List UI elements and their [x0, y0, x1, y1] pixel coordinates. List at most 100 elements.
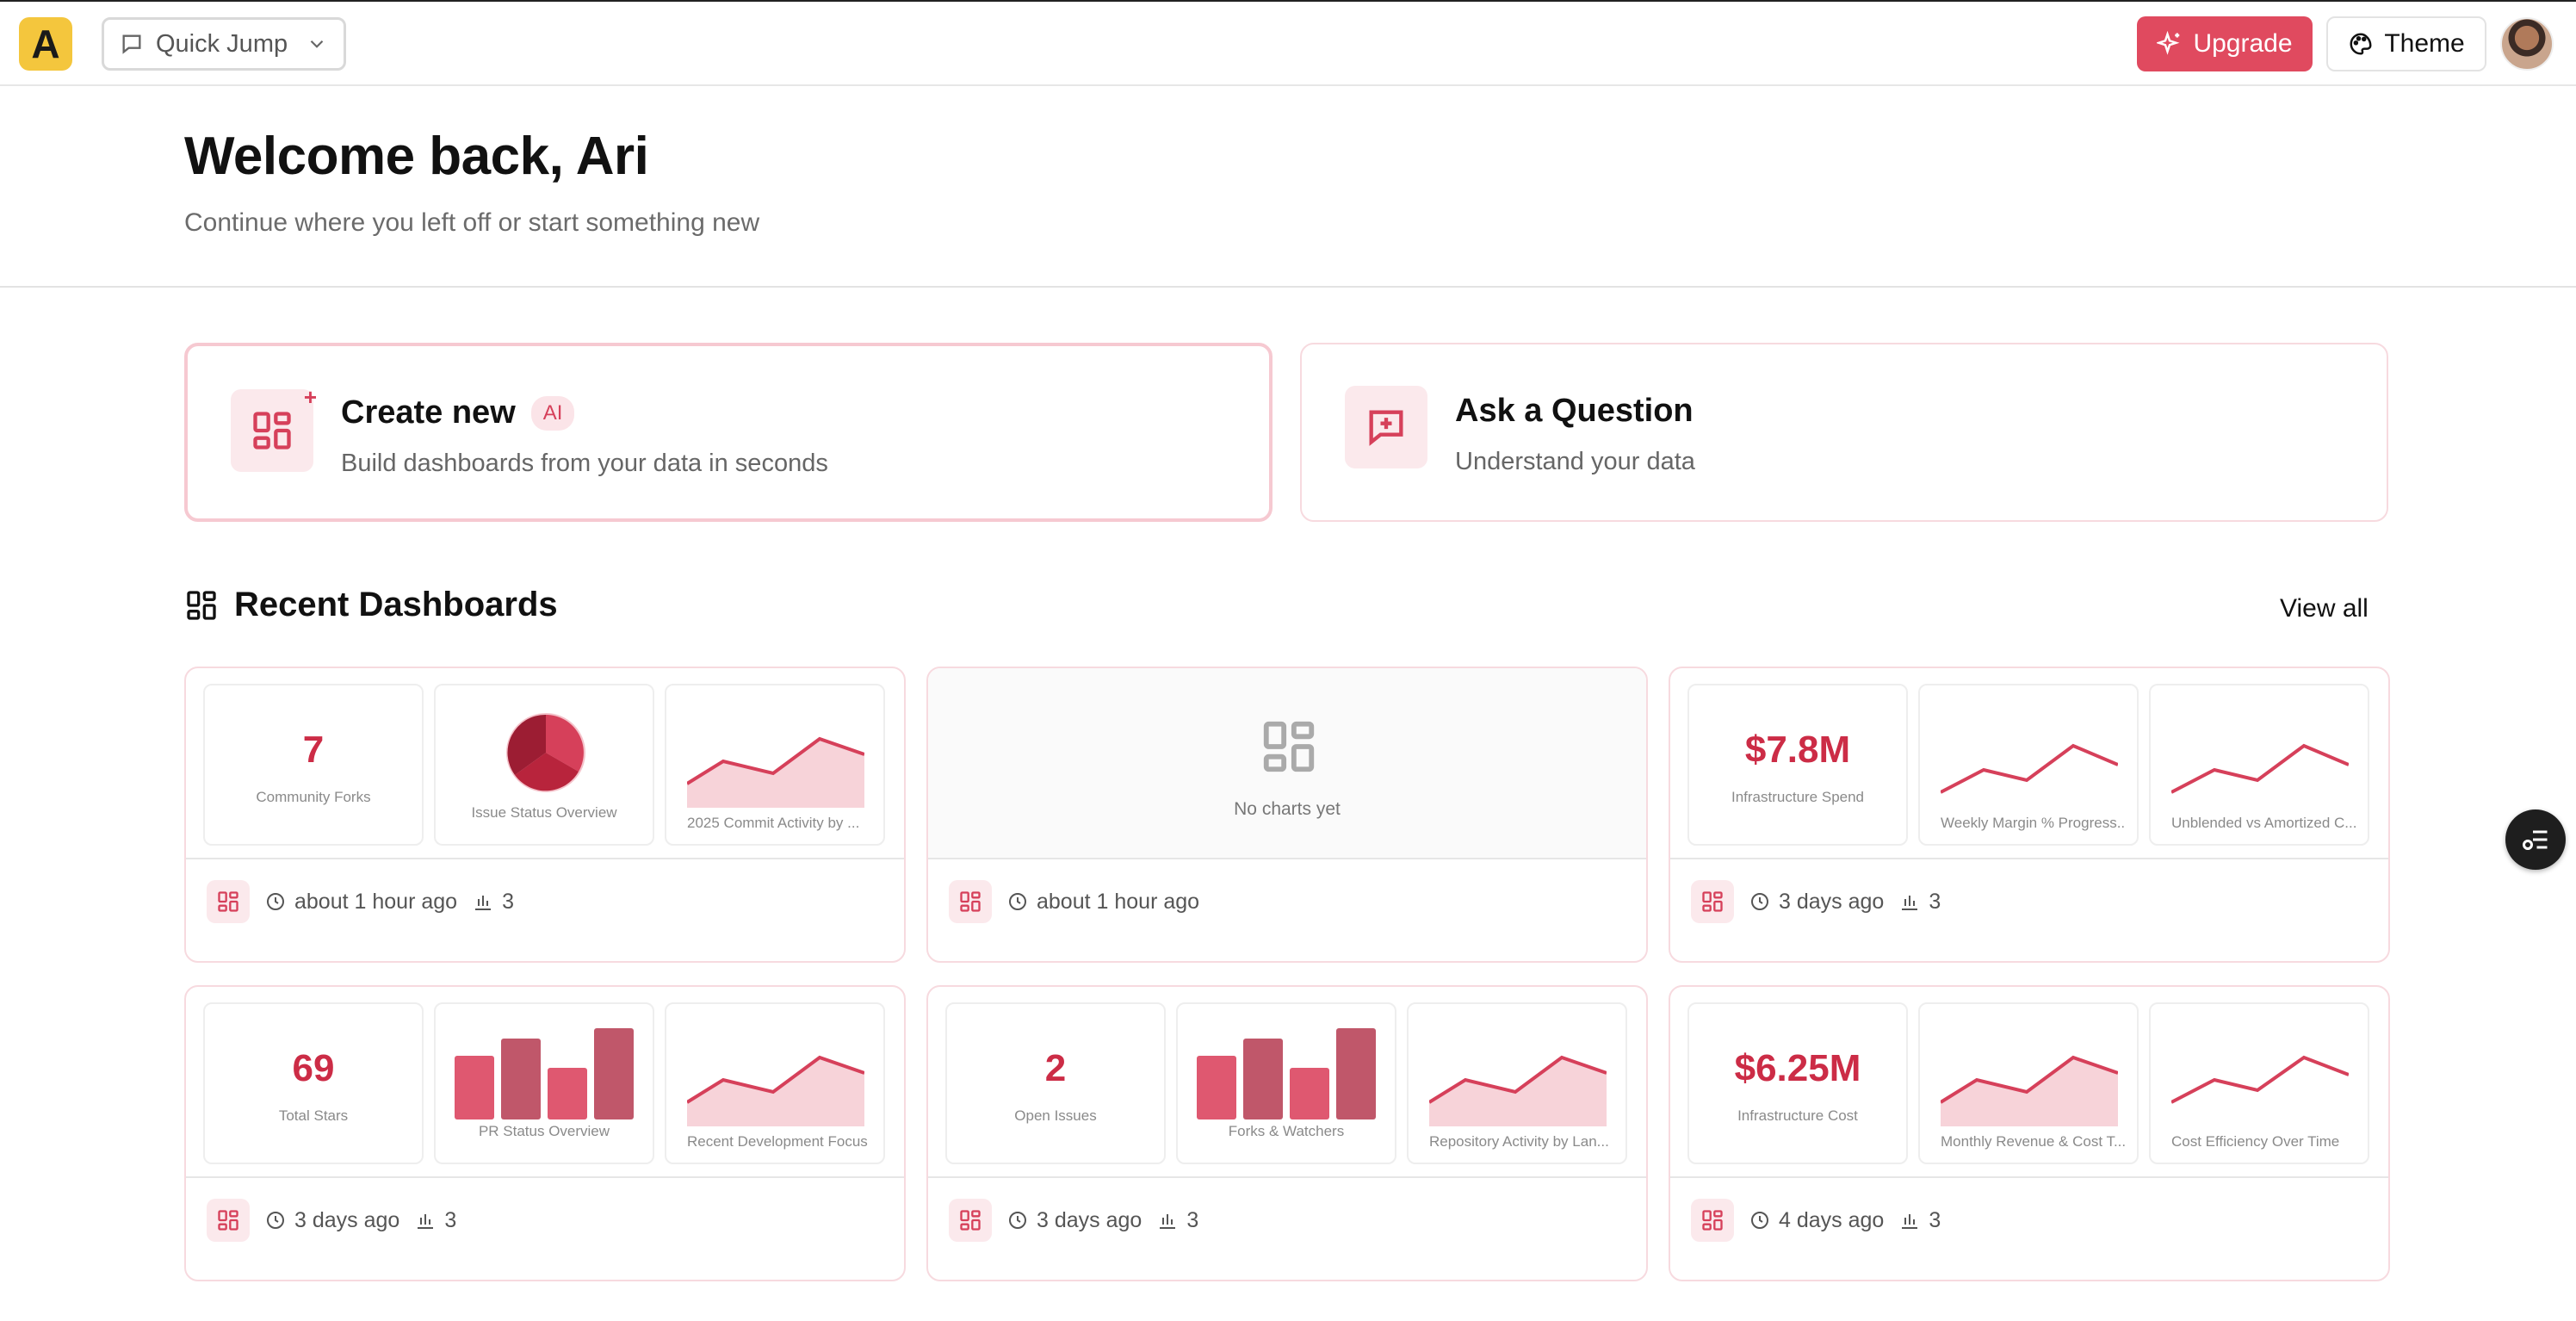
- recent-dashboards-title: Recent Dashboards: [234, 586, 558, 623]
- ai-badge: AI: [530, 395, 575, 431]
- area-chart-icon: [1941, 1055, 2118, 1126]
- chat-bubble-icon: [122, 34, 141, 54]
- dashboard-preview: 69 Total Stars PR Status Overview Recent…: [186, 987, 904, 1178]
- quick-jump-label: Quick Jump: [156, 29, 288, 58]
- logo-letter: A: [31, 22, 60, 66]
- avatar[interactable]: [2500, 17, 2554, 71]
- area-chart-icon: [687, 736, 864, 808]
- bar-chart-icon: [1160, 1214, 1176, 1229]
- dashboard-empty-icon: [1263, 721, 1315, 772]
- dashboard-icon: [949, 880, 992, 923]
- tile-label: Recent Development Focus: [687, 1133, 868, 1150]
- kpi-label: Total Stars: [278, 1107, 349, 1124]
- line-chart-tile: Cost Efficiency Over Time: [2149, 1002, 2369, 1164]
- chart-count: 3: [444, 1207, 457, 1232]
- bar-chart-icon: [418, 1214, 434, 1229]
- dashboard-card[interactable]: $6.25M Infrastructure Cost Monthly Reven…: [1669, 985, 2390, 1281]
- area-chart-tile: 2025 Commit Activity by ...: [665, 684, 885, 846]
- bar-chart-icon: [475, 896, 492, 910]
- empty-state-text: No charts yet: [1234, 799, 1341, 819]
- create-new-title: Create new: [341, 394, 516, 431]
- dashboard-preview: 2 Open Issues Forks & Watchers Repositor…: [928, 987, 1646, 1178]
- kpi-value: $7.8M: [1744, 729, 1851, 771]
- line-chart-icon: [2171, 1055, 2349, 1104]
- updated-time: about 1 hour ago: [294, 889, 458, 914]
- bar-chart-icon: [1902, 896, 1918, 910]
- dashboard-card[interactable]: 2 Open Issues Forks & Watchers Repositor…: [926, 985, 1648, 1281]
- page-title: Welcome back, Ari: [184, 127, 649, 186]
- area-chart-tile: Repository Activity by Lan...: [1407, 1002, 1627, 1164]
- chart-count: 3: [1929, 889, 1941, 914]
- create-new-card[interactable]: + Create new AI Build dashboards from yo…: [184, 343, 1273, 522]
- welcome-section: Welcome back, Ari Continue where you lef…: [0, 86, 2576, 288]
- ask-question-card[interactable]: Ask a Question Understand your data: [1300, 343, 2388, 522]
- updated-time: 3 days ago: [1037, 1207, 1142, 1232]
- theme-label: Theme: [2384, 29, 2465, 58]
- updated-time: 3 days ago: [294, 1207, 400, 1232]
- view-all-link[interactable]: View all: [2280, 594, 2369, 623]
- plus-icon: +: [303, 384, 317, 410]
- pie-chart-icon: [506, 713, 585, 792]
- ask-question-subtitle: Understand your data: [1455, 448, 1695, 475]
- dashboard-card[interactable]: 7 Community Forks Issue Status Overview …: [184, 667, 906, 963]
- dashboard-preview: No charts yet: [928, 668, 1646, 859]
- sparkles-icon: [2157, 31, 2180, 55]
- clock-icon: [1751, 1212, 1768, 1229]
- kpi-value: $6.25M: [1734, 1047, 1861, 1089]
- tile-label: Forks & Watchers: [1228, 1123, 1345, 1139]
- kpi-label: Infrastructure Spend: [1731, 789, 1865, 805]
- bar-chart-tile: PR Status Overview: [434, 1002, 654, 1164]
- updated-time: 3 days ago: [1779, 889, 1885, 914]
- area-chart-icon: [687, 1055, 864, 1126]
- quick-jump-button[interactable]: Quick Jump: [102, 17, 346, 71]
- line-chart-tile: Weekly Margin % Progress...: [1918, 684, 2139, 846]
- floating-menu-button[interactable]: [2505, 809, 2566, 870]
- dashboard-preview: $7.8M Infrastructure Spend Weekly Margin…: [1670, 668, 2388, 859]
- top-bar: A Quick Jump Upgrade Theme: [0, 0, 2576, 86]
- clock-icon: [1009, 893, 1026, 910]
- kpi-value: 2: [1044, 1047, 1067, 1089]
- chart-count: 3: [502, 889, 514, 914]
- dashboard-card[interactable]: $7.8M Infrastructure Spend Weekly Margin…: [1669, 667, 2390, 963]
- kpi-tile: 69 Total Stars: [203, 1002, 424, 1164]
- kpi-label: Open Issues: [1014, 1107, 1097, 1124]
- dashboard-icon: [1691, 880, 1734, 923]
- dashboard-footer: about 1 hour ago: [949, 880, 1199, 923]
- tile-label: Cost Efficiency Over Time: [2171, 1133, 2340, 1150]
- recent-dashboards-header: Recent Dashboards: [184, 586, 558, 624]
- app-logo[interactable]: A: [19, 17, 72, 71]
- clock-icon: [267, 1212, 284, 1229]
- tile-label: Monthly Revenue & Cost T...: [1941, 1133, 2125, 1150]
- dashboard-card[interactable]: 69 Total Stars PR Status Overview Recent…: [184, 985, 906, 1281]
- tile-label: 2025 Commit Activity by ...: [687, 815, 860, 831]
- chart-count: 3: [1929, 1207, 1941, 1232]
- tile-label: PR Status Overview: [478, 1123, 610, 1139]
- page-subtitle: Continue where you left off or start som…: [184, 208, 760, 237]
- dashboard-icon: [1691, 1199, 1734, 1242]
- upgrade-label: Upgrade: [2193, 29, 2293, 58]
- area-chart-tile: Recent Development Focus: [665, 1002, 885, 1164]
- theme-button[interactable]: Theme: [2326, 16, 2486, 71]
- upgrade-button[interactable]: Upgrade: [2137, 16, 2313, 71]
- kpi-tile: $6.25M Infrastructure Cost: [1687, 1002, 1908, 1164]
- dashboard-footer: about 1 hour ago 3: [207, 880, 514, 923]
- dashboard-footer: 3 days ago 3: [1691, 880, 1941, 923]
- dashboard-preview: 7 Community Forks Issue Status Overview …: [186, 668, 904, 859]
- create-new-title-row: Create new AI: [341, 394, 575, 431]
- tile-label: Issue Status Overview: [471, 804, 617, 821]
- list-settings-icon: [2523, 830, 2548, 850]
- palette-icon: [2350, 33, 2372, 55]
- kpi-tile: 2 Open Issues: [945, 1002, 1166, 1164]
- area-chart-tile: Monthly Revenue & Cost T...: [1918, 1002, 2139, 1164]
- clock-icon: [1009, 1212, 1026, 1229]
- line-chart-icon: [1941, 743, 2118, 794]
- dashboard-icon: [207, 1199, 250, 1242]
- kpi-value: 69: [292, 1047, 335, 1089]
- tile-label: Unblended vs Amortized C...: [2171, 815, 2356, 831]
- bar-chart-icon: [455, 1028, 634, 1119]
- dashboard-footer: 3 days ago 3: [207, 1199, 456, 1242]
- dashboard-preview: $6.25M Infrastructure Cost Monthly Reven…: [1670, 987, 2388, 1178]
- bar-chart-icon: [1197, 1028, 1376, 1119]
- dashboard-card[interactable]: No charts yet about 1 hour ago: [926, 667, 1648, 963]
- dashboard-icon: [949, 1199, 992, 1242]
